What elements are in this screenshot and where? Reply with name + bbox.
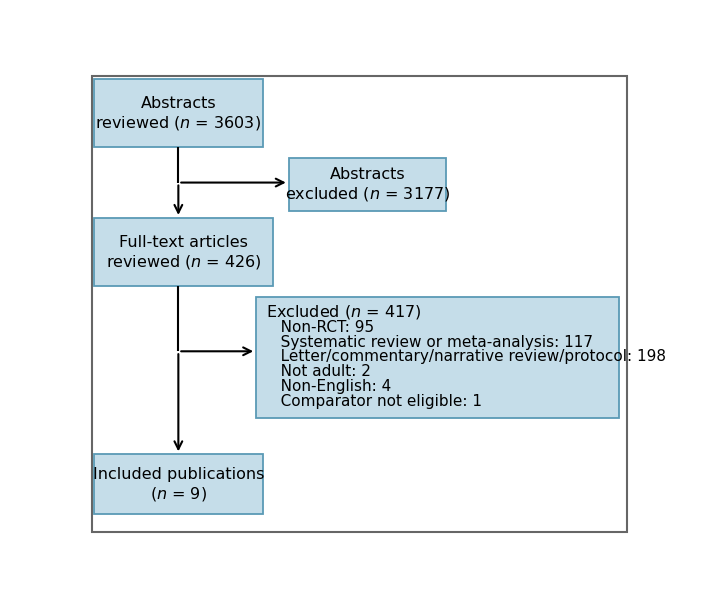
Text: Not adult: 2: Not adult: 2 [266, 364, 371, 379]
Text: Abstracts: Abstracts [329, 167, 405, 182]
Text: Letter/commentary/narrative review/protocol: 198: Letter/commentary/narrative review/proto… [266, 349, 666, 364]
FancyBboxPatch shape [92, 76, 627, 532]
Text: reviewed ($\mathit{n}$ = 426): reviewed ($\mathit{n}$ = 426) [106, 253, 261, 271]
FancyBboxPatch shape [256, 297, 619, 418]
Text: Non-English: 4: Non-English: 4 [266, 379, 391, 394]
Text: Non-RCT: 95: Non-RCT: 95 [266, 320, 374, 335]
Text: Excluded ($\mathit{n}$ = 417): Excluded ($\mathit{n}$ = 417) [266, 303, 421, 321]
Text: excluded ($\mathit{n}$ = 3177): excluded ($\mathit{n}$ = 3177) [285, 185, 450, 203]
Text: reviewed ($\mathit{n}$ = 3603): reviewed ($\mathit{n}$ = 3603) [95, 114, 261, 132]
FancyBboxPatch shape [94, 454, 263, 514]
Text: Systematic review or meta-analysis: 117: Systematic review or meta-analysis: 117 [266, 335, 593, 350]
FancyBboxPatch shape [289, 158, 446, 211]
FancyBboxPatch shape [94, 79, 263, 147]
Text: Comparator not eligible: 1: Comparator not eligible: 1 [266, 394, 482, 409]
FancyBboxPatch shape [94, 218, 273, 287]
Text: Abstracts: Abstracts [140, 96, 216, 111]
Text: Full-text articles: Full-text articles [119, 235, 248, 250]
Text: Included publications: Included publications [93, 467, 264, 482]
Text: ($\mathit{n}$ = 9): ($\mathit{n}$ = 9) [150, 485, 207, 503]
